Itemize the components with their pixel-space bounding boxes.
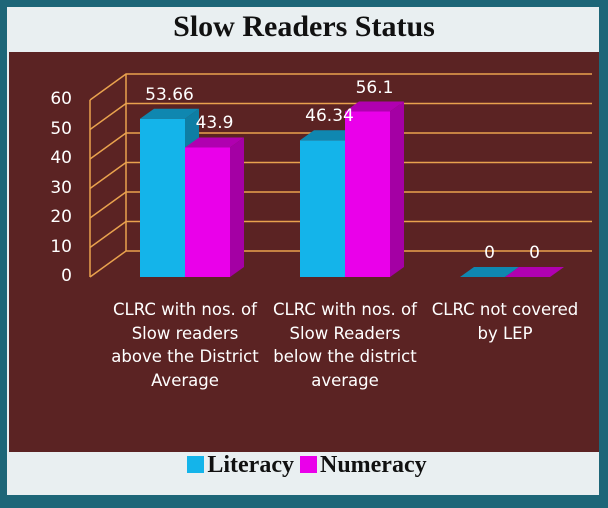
bar-face	[390, 101, 404, 277]
bar-face	[345, 101, 404, 112]
bar-face	[185, 147, 230, 277]
y-tick-label: 20	[50, 207, 72, 227]
bar-face	[140, 118, 185, 277]
legend: Literacy Numeracy	[0, 452, 608, 479]
data-label: 46.34	[305, 106, 354, 127]
chart-title: Slow Readers Status	[173, 10, 435, 43]
legend-label: Literacy	[207, 452, 294, 478]
data-label: 0	[484, 243, 495, 263]
bar	[460, 267, 519, 277]
y-tick-label: 40	[50, 148, 72, 168]
data-label: 56.1	[355, 77, 394, 98]
bar-face	[300, 130, 359, 141]
x-tick-label: CLRC not covered by LEP	[431, 300, 579, 343]
grid-line	[89, 132, 592, 160]
bar-face	[505, 267, 564, 277]
grid-line	[89, 73, 592, 101]
bar-face	[230, 137, 244, 277]
bar-face	[345, 111, 390, 277]
grid-line	[89, 102, 592, 131]
y-tick-label: 10	[50, 236, 72, 257]
legend-swatch	[187, 456, 205, 473]
data-label: 53.66	[145, 84, 194, 105]
y-tick-label: 0	[61, 266, 72, 286]
grid-line	[89, 161, 592, 190]
bar-face	[185, 137, 244, 148]
bar	[185, 137, 244, 277]
bar	[505, 267, 564, 277]
bar-face	[140, 108, 199, 119]
x-tick-label: CLRC with nos. of Slow Readers below the…	[273, 300, 417, 390]
grid-line	[89, 250, 592, 278]
y-tick-label: 60	[50, 89, 72, 109]
grid-line	[89, 220, 592, 249]
legend-label: Numeracy	[319, 452, 427, 478]
bar-face	[460, 267, 519, 277]
y-tick-label: 50	[50, 118, 72, 139]
data-label: 0	[529, 243, 540, 263]
y-tick-label: 30	[50, 177, 72, 198]
x-tick-label: CLRC with nos. of Slow readers above the…	[111, 300, 259, 390]
bar	[345, 101, 404, 277]
grid-line	[89, 191, 592, 219]
bar-face	[300, 140, 345, 277]
legend-swatch	[299, 456, 317, 473]
data-label: 43.9	[195, 113, 234, 134]
